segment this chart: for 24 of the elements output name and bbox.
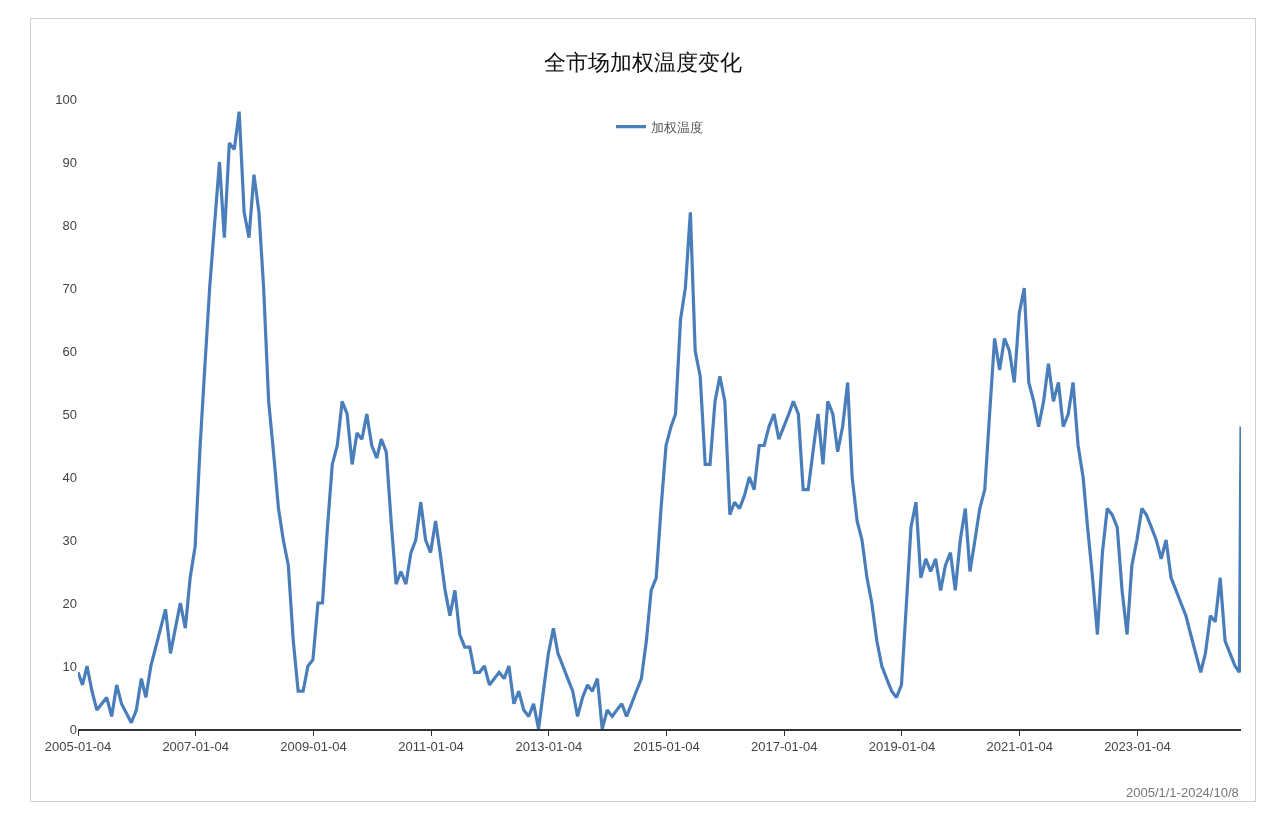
x-tick-label: 2009-01-04 [280,739,347,755]
text: 2005/1/1-2024/10/8 [1126,785,1239,800]
y-tick-label: 30 [62,532,77,548]
y-tick-label: 100 [55,91,77,107]
y-tick-label: 10 [62,658,77,674]
legend-label: 加权温度 [651,119,703,135]
y-tick-label: 20 [62,595,77,611]
x-tick-label: 2005-01-04 [44,739,112,755]
y-tick-label: 0 [69,721,77,737]
y-tick-label: 40 [62,469,77,485]
y-tick-label: 50 [62,406,77,422]
y-tick-label: 70 [62,280,77,296]
x-tick-label: 2015-01-04 [633,739,700,755]
y-tick-label: 80 [62,217,77,233]
chart-title: 全市场加权温度变化 [544,49,742,75]
x-tick-label: 2019-01-04 [868,739,936,755]
x-tick-label: 2011-01-04 [398,739,464,755]
y-tick-label: 60 [62,343,77,359]
y-tick-label: 90 [62,154,77,170]
x-tick-label: 2013-01-04 [515,739,583,755]
x-tick-label: 2021-01-04 [986,739,1053,755]
x-tick-label: 2023-01-04 [1104,739,1171,755]
x-tick-label: 2007-01-04 [162,739,229,755]
x-tick-label: 2017-01-04 [751,739,818,755]
